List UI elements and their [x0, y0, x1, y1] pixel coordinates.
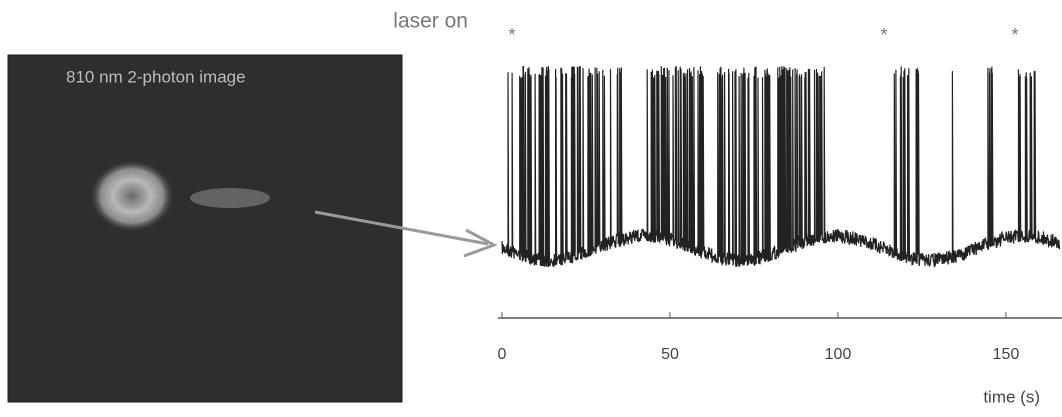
x-tick-label: 100	[825, 346, 852, 363]
figure: 810 nm 2-photon image laser on time (s) …	[0, 0, 1062, 412]
image-label: 810 nm 2-photon image	[66, 67, 246, 86]
laser-marker: *	[508, 25, 515, 45]
x-tick-label: 150	[993, 346, 1020, 363]
laser-marker: *	[1011, 25, 1018, 45]
x-tick-label: 0	[498, 346, 507, 363]
laser-marker: *	[880, 25, 887, 45]
x-axis-label: time (s)	[983, 387, 1040, 406]
dendrite	[190, 188, 270, 208]
voltage-trace	[502, 66, 1060, 267]
photon-image	[8, 55, 402, 402]
x-tick-label: 50	[661, 346, 679, 363]
cell-body	[90, 160, 174, 232]
laser-label: laser on	[393, 10, 468, 33]
